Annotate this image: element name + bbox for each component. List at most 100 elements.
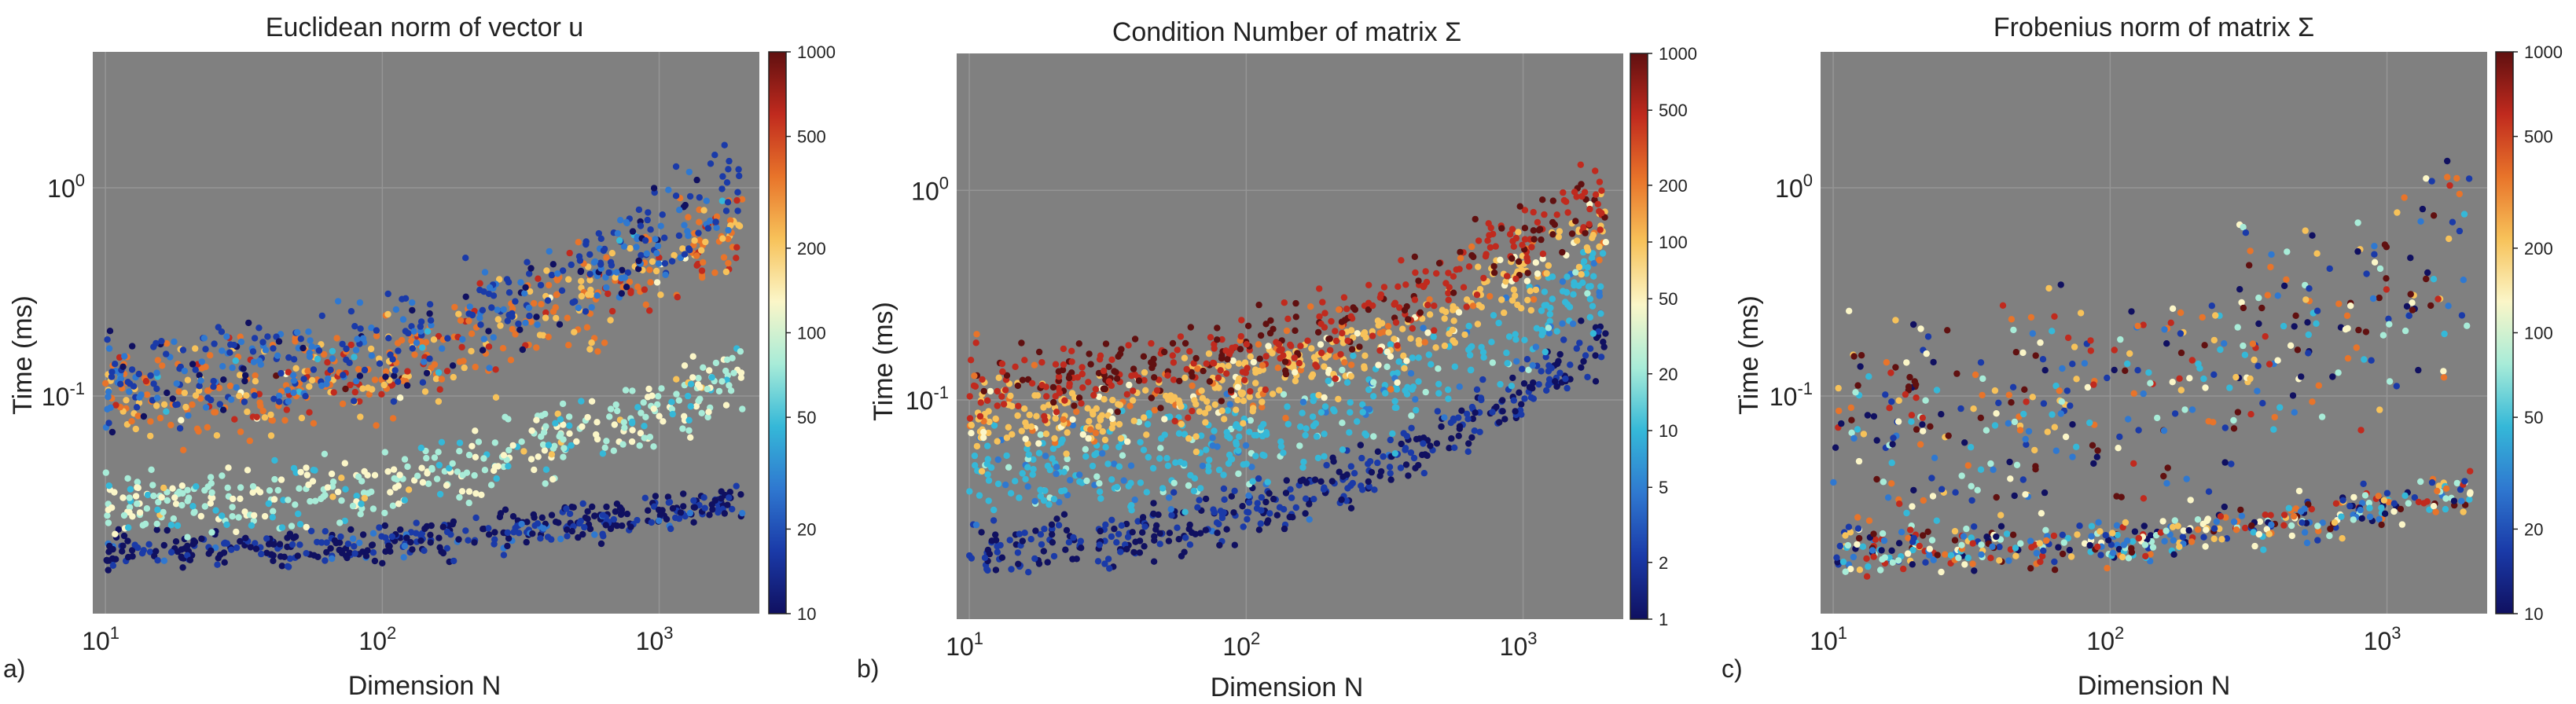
data-point (527, 318, 535, 325)
data-point (2081, 540, 2089, 547)
data-point (2267, 263, 2274, 271)
data-point (1586, 221, 1593, 228)
data-point (435, 461, 443, 469)
data-point (1064, 455, 1071, 463)
data-point (1113, 375, 1121, 382)
data-point (1586, 200, 1593, 208)
data-point (1302, 510, 1309, 517)
data-point (600, 247, 608, 255)
data-point (2199, 314, 2206, 321)
data-point (298, 414, 306, 422)
data-point (1073, 408, 1080, 416)
data-point (2141, 522, 2148, 530)
data-point (1366, 458, 1374, 465)
data-point (973, 442, 981, 450)
data-point (2371, 251, 2378, 258)
data-point (1243, 341, 1251, 348)
data-point (1580, 358, 1587, 365)
data-point (698, 247, 705, 254)
data-point (1989, 543, 1996, 550)
data-point (2460, 211, 2468, 218)
data-point (654, 242, 662, 250)
data-point (249, 489, 256, 496)
data-point (1508, 226, 1516, 233)
data-point (2222, 514, 2229, 521)
data-point (1580, 258, 1588, 265)
data-point (641, 434, 648, 442)
data-point (134, 478, 141, 486)
data-point (626, 278, 634, 285)
data-point (1546, 310, 1554, 318)
data-point (578, 292, 585, 300)
data-point (1461, 331, 1468, 339)
data-point (449, 362, 457, 369)
data-point (463, 469, 471, 476)
data-point (2023, 441, 2030, 448)
data-point (587, 291, 595, 299)
data-point (1556, 369, 1564, 376)
data-point (171, 338, 178, 346)
data-point (624, 269, 632, 277)
data-point (339, 400, 347, 408)
data-point (1125, 482, 1132, 490)
data-point (143, 391, 151, 398)
data-point (1015, 402, 1022, 409)
data-point (1079, 364, 1086, 371)
data-point (1254, 500, 1261, 507)
data-point (575, 239, 582, 246)
data-point (1116, 402, 1124, 409)
data-point (2378, 504, 2385, 512)
data-point (389, 415, 397, 422)
data-point (1242, 442, 1250, 449)
colorbar-a (768, 51, 787, 614)
data-point (290, 464, 298, 472)
data-point (184, 534, 191, 541)
colorbar-tick-label: 500 (1659, 101, 1688, 120)
data-point (664, 493, 672, 500)
data-point (362, 552, 370, 559)
data-point (1048, 521, 1056, 528)
data-point (1880, 478, 1887, 486)
data-point (241, 508, 248, 515)
data-point (431, 361, 439, 368)
data-point (104, 405, 111, 412)
data-point (2241, 351, 2249, 358)
data-point (2066, 546, 2073, 554)
data-point (237, 338, 245, 346)
data-point (1079, 384, 1086, 391)
data-point (2157, 529, 2164, 536)
data-point (480, 526, 487, 533)
data-point (1858, 352, 1865, 359)
data-point (314, 538, 321, 546)
data-point (1312, 361, 1319, 368)
data-point (1108, 476, 1115, 483)
data-point (607, 405, 615, 412)
data-point (478, 491, 485, 498)
data-point (1472, 215, 1479, 223)
data-point (1421, 339, 1428, 346)
data-point (696, 383, 704, 391)
data-point (656, 512, 664, 519)
data-point (1559, 320, 1566, 327)
data-point (475, 438, 483, 446)
data-point (1253, 504, 1261, 512)
data-point (2305, 500, 2312, 508)
data-point (128, 418, 135, 425)
data-point (517, 279, 524, 286)
data-point (1238, 317, 1245, 324)
data-point (1045, 500, 1053, 508)
data-point (545, 281, 553, 289)
data-point (167, 421, 175, 429)
data-point (1203, 398, 1211, 405)
data-point (349, 535, 357, 542)
data-point (1196, 497, 1203, 504)
data-point (1407, 335, 1414, 342)
data-point (1140, 353, 1148, 360)
data-point (1102, 444, 1109, 451)
data-point (1850, 434, 1858, 442)
data-point (2027, 314, 2035, 321)
data-point (1422, 388, 1429, 396)
data-point (2210, 525, 2218, 532)
data-point (455, 536, 462, 543)
data-point (336, 546, 343, 554)
